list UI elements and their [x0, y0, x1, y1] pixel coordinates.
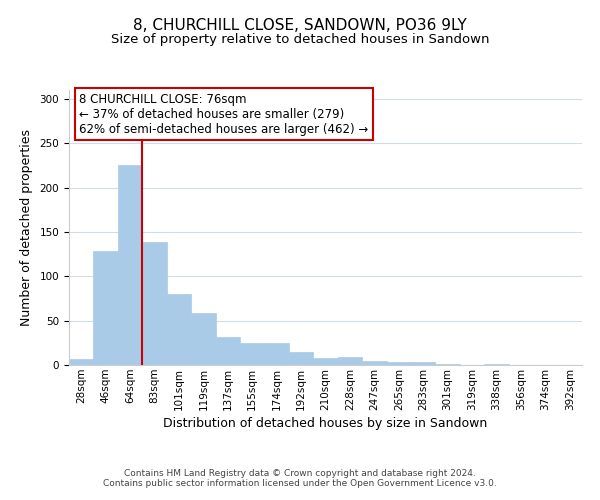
Text: 8 CHURCHILL CLOSE: 76sqm
← 37% of detached houses are smaller (279)
62% of semi-: 8 CHURCHILL CLOSE: 76sqm ← 37% of detach… [79, 93, 368, 136]
Bar [362, 360, 386, 365]
Text: Size of property relative to detached houses in Sandown: Size of property relative to detached ho… [111, 32, 489, 46]
Bar [411, 362, 436, 365]
Bar [240, 343, 265, 365]
Bar [191, 312, 215, 365]
Bar [436, 364, 460, 365]
Bar [313, 358, 338, 365]
Text: 8, CHURCHILL CLOSE, SANDOWN, PO36 9LY: 8, CHURCHILL CLOSE, SANDOWN, PO36 9LY [133, 18, 467, 32]
Bar [118, 164, 142, 365]
Bar [94, 252, 118, 365]
Text: Contains HM Land Registry data © Crown copyright and database right 2024.: Contains HM Land Registry data © Crown c… [124, 468, 476, 477]
Bar [167, 294, 191, 365]
Bar [69, 359, 94, 365]
Bar [338, 357, 362, 365]
Text: Contains public sector information licensed under the Open Government Licence v3: Contains public sector information licen… [103, 478, 497, 488]
Y-axis label: Number of detached properties: Number of detached properties [20, 129, 32, 326]
Bar [265, 343, 289, 365]
Bar [142, 242, 167, 365]
Bar [484, 364, 509, 365]
X-axis label: Distribution of detached houses by size in Sandown: Distribution of detached houses by size … [163, 417, 488, 430]
Bar [215, 336, 240, 365]
Bar [289, 352, 313, 365]
Bar [386, 362, 411, 365]
